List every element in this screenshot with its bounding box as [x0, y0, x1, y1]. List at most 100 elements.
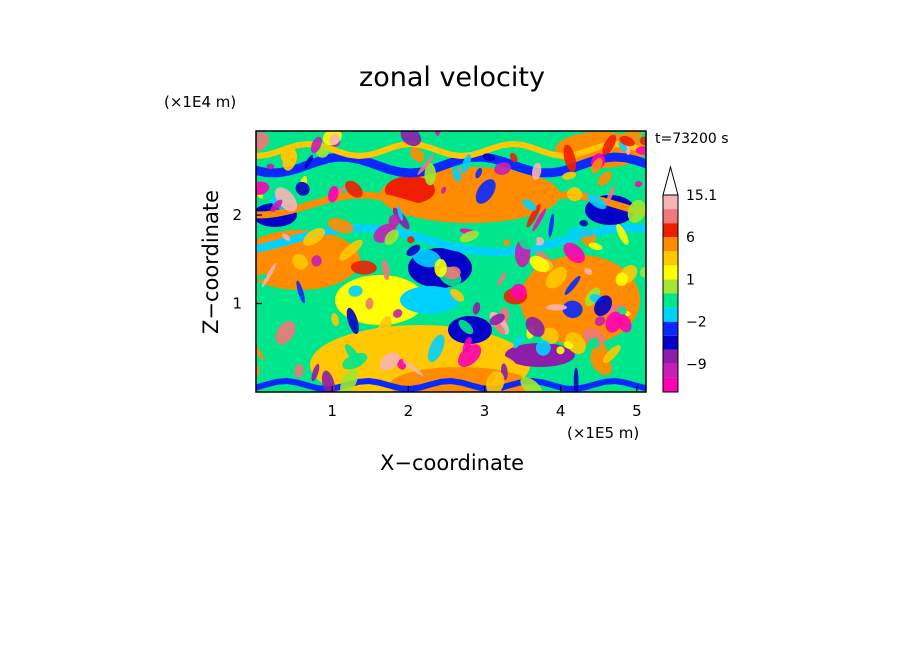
- field-speckle: [397, 205, 403, 221]
- field-speckle: [311, 363, 320, 382]
- field-speckle: [303, 227, 326, 246]
- field-speckle: [584, 267, 593, 275]
- colorbar-tick-label-4: −2: [686, 315, 707, 331]
- field-band: [256, 152, 646, 178]
- field-speckle: [532, 162, 542, 180]
- field-speckle: [545, 267, 567, 289]
- field-speckle: [450, 288, 465, 302]
- field-speckle: [548, 213, 555, 238]
- field-speckle: [567, 187, 582, 202]
- field-speckle: [410, 147, 425, 163]
- field-speckle: [379, 352, 400, 371]
- field-speckle: [635, 146, 646, 155]
- colorbar-swatch-8: [663, 265, 678, 280]
- colorbar-swatch-0: [663, 377, 678, 392]
- field-speckle: [311, 255, 322, 267]
- field-speckle: [261, 262, 277, 288]
- colorbar-swatch-1: [663, 363, 678, 378]
- field-speckle: [331, 313, 339, 327]
- field-speckle: [384, 229, 399, 245]
- field-speckle: [595, 269, 609, 284]
- field-speckle: [393, 309, 403, 318]
- field-speckle: [532, 208, 547, 232]
- field-patch: [385, 176, 435, 204]
- field-speckle: [493, 322, 506, 335]
- field-patches: [256, 131, 646, 392]
- field-speckle: [503, 239, 511, 246]
- field-speckle: [562, 300, 583, 319]
- field-speckle: [296, 280, 306, 304]
- field-speckle: [280, 147, 298, 165]
- x-tick-label-0: 1: [327, 402, 337, 420]
- colorbar-swatch-7: [663, 279, 678, 294]
- field-speckle: [458, 319, 474, 335]
- field-speckle: [545, 304, 567, 311]
- field-speckle: [434, 258, 447, 278]
- field-speckle: [594, 295, 613, 317]
- field-speckle: [375, 202, 385, 211]
- field-speckle: [400, 131, 422, 147]
- field-speckle: [619, 135, 635, 147]
- field-speckle: [616, 224, 629, 245]
- colorbar-swatch-6: [663, 293, 678, 308]
- y-tick-label-0: 1: [232, 295, 242, 313]
- field-speckle: [345, 180, 363, 198]
- field-speckle: [402, 360, 424, 376]
- field-speckle: [310, 136, 322, 154]
- field-speckle: [489, 352, 516, 366]
- field-speckle: [591, 341, 610, 371]
- field-speckle: [459, 230, 479, 243]
- field-speckle: [292, 253, 308, 270]
- colorbar-swatch-11: [663, 223, 678, 238]
- time-label: t=73200 s: [655, 131, 729, 147]
- field-speckle: [295, 181, 310, 196]
- field-speckle: [605, 311, 622, 333]
- field-speckle: [406, 244, 421, 257]
- field-speckle: [511, 183, 521, 195]
- y-unit-label: (×1E4 m): [164, 93, 236, 111]
- field-speckle: [579, 219, 589, 227]
- colorbar-swatch-10: [663, 237, 678, 252]
- field-speckle: [510, 283, 527, 300]
- field-speckle: [475, 167, 483, 179]
- field-speckle: [518, 232, 537, 250]
- field-speckle: [594, 316, 606, 326]
- field-speckle: [346, 307, 359, 334]
- field-speckle: [304, 154, 314, 169]
- field-speckle: [256, 181, 270, 196]
- field-speckle: [461, 154, 471, 174]
- field-speckle: [274, 187, 298, 212]
- field-speckle: [563, 341, 574, 349]
- field-speckle: [482, 153, 496, 161]
- field-patch: [400, 286, 460, 314]
- field-band: [256, 377, 646, 392]
- field-speckle: [563, 242, 585, 264]
- field-speckle: [365, 297, 374, 310]
- field-speckle: [377, 315, 392, 339]
- field-speckle: [457, 344, 482, 368]
- field-speckle: [602, 345, 621, 364]
- field-speckle: [444, 266, 461, 280]
- heatmap-field: [256, 131, 646, 392]
- colorbar-tick-label-1: −9: [686, 357, 707, 373]
- colorbar-swatch-9: [663, 251, 678, 266]
- field-speckle: [472, 302, 481, 315]
- colorbar-swatch-13: [663, 195, 678, 210]
- field-speckle: [587, 194, 607, 210]
- x-tick-label-4: 5: [632, 402, 642, 420]
- field-speckle: [573, 367, 579, 392]
- field-speckle: [489, 313, 505, 326]
- field-speckle: [526, 203, 541, 228]
- field-speckle: [348, 285, 363, 297]
- field-speckle: [627, 199, 646, 223]
- plot-frame: [255, 130, 647, 393]
- field-speckle: [441, 186, 447, 194]
- colorbar-swatch-2: [663, 349, 678, 364]
- field-speckle: [513, 336, 523, 349]
- field-speckle: [427, 334, 445, 363]
- field-speckle: [556, 346, 565, 355]
- field-speckle: [562, 171, 577, 180]
- field-speckle: [563, 144, 577, 172]
- field-speckle: [350, 260, 377, 275]
